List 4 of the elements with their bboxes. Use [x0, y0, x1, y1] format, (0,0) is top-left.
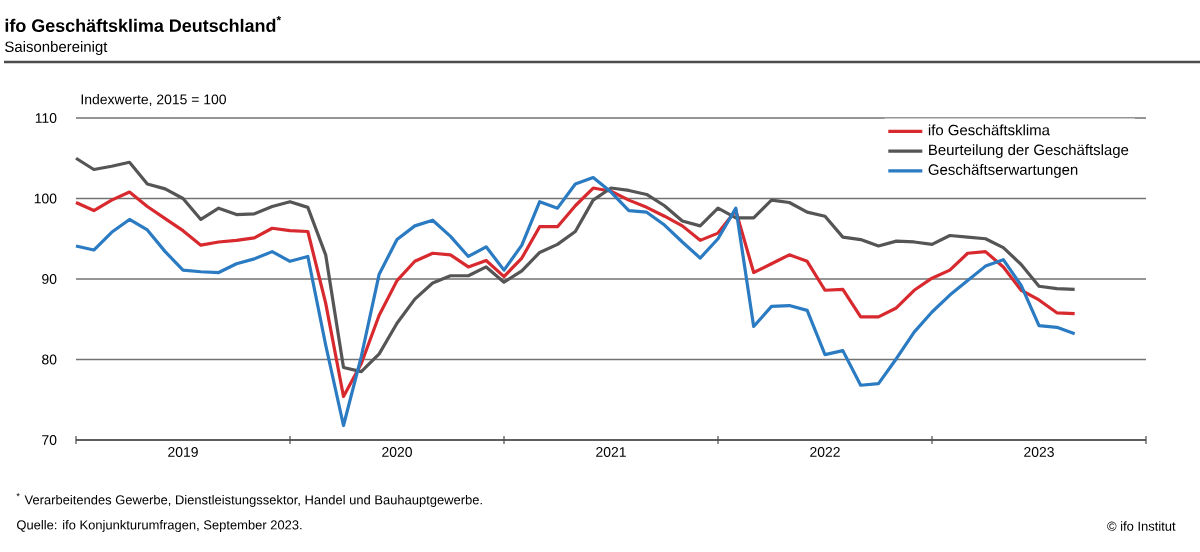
line-series	[74, 175, 1077, 428]
line-series	[74, 156, 1077, 374]
chart-title: ifo Geschäftsklima Deutschland$^{*}$	[5, 16, 282, 33]
line-series	[74, 186, 1077, 399]
